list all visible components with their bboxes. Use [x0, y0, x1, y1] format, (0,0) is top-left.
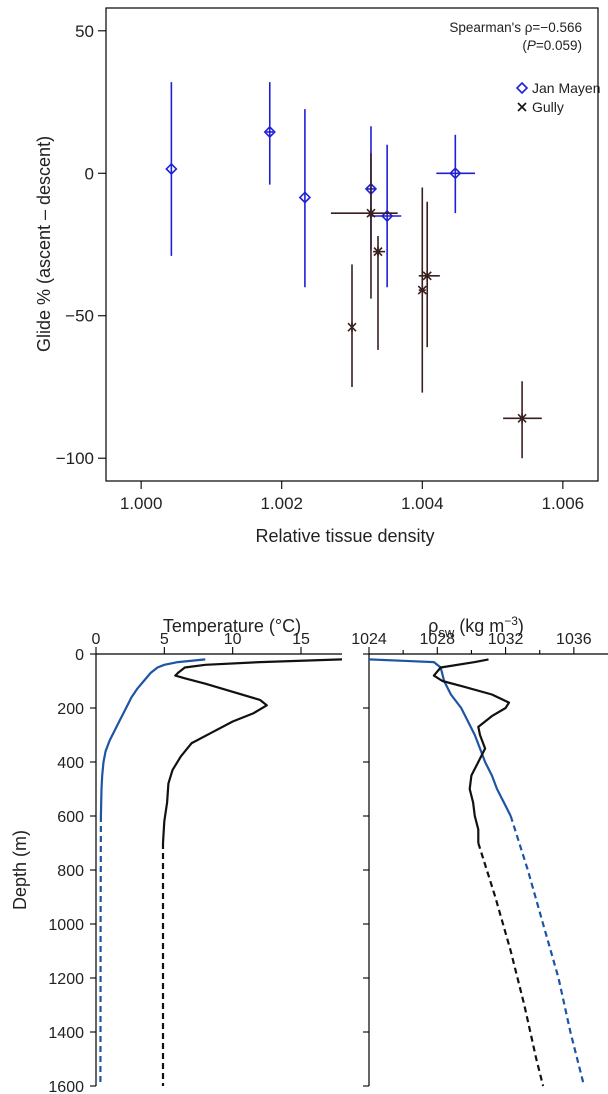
depth-ticks: 0 200 400 600 800 1000 1200 1400 1600	[48, 647, 84, 1094]
density-profiles	[368, 658, 586, 1087]
x-tick-label: 1.004	[401, 494, 444, 513]
density-units: (kg m	[454, 616, 504, 636]
gully-point	[347, 322, 357, 333]
spearman-annotation: Spearman's ρ=−0.566	[449, 20, 582, 35]
y-tick-label: 0	[85, 164, 94, 183]
density-profile-blue-solid	[368, 658, 512, 817]
x-tick-label: 1.002	[260, 494, 303, 513]
gully-point	[517, 413, 527, 424]
x-tick-label: 1.006	[542, 494, 585, 513]
temperature-axes: 0 5 10 15	[90, 631, 342, 1087]
density-axis-title: ρsw (kg m−3)	[428, 614, 524, 640]
scatter-y-ticks: 50 0 −50 −100	[56, 22, 106, 468]
temperature-x-tick-label: 10	[224, 631, 242, 648]
density-profile-blue-dashed	[509, 815, 586, 1087]
gully-point	[422, 270, 432, 281]
density-profile-black-dashed	[477, 842, 545, 1087]
p-value-open: (	[522, 38, 527, 53]
y-tick-label: 50	[75, 22, 94, 41]
temperature-x-tick-label: 5	[160, 631, 169, 648]
depth-tick-label: 1600	[48, 1079, 84, 1094]
jan-mayen-point	[381, 209, 394, 223]
depth-tick-label: 1400	[48, 1025, 84, 1042]
legend-diamond-marker	[515, 81, 529, 95]
jan-mayen-point	[263, 125, 276, 139]
temperature-profiles	[99, 658, 343, 1087]
density-subscript: sw	[438, 625, 455, 640]
p-value-italic: P	[527, 38, 536, 53]
density-profile-black-solid	[432, 658, 511, 843]
density-axes: 1024 1028 1032 1036	[351, 631, 608, 1087]
density-rho: ρ	[428, 616, 438, 636]
legend-label-gully: Gully	[532, 99, 564, 115]
scatter-x-ticks: 1.000 1.002 1.004 1.006	[120, 481, 584, 513]
scatter-plot-frame	[105, 7, 599, 482]
temperature-profile-blue-solid	[99, 658, 206, 817]
scatter-x-axis-label: Relative tissue density	[255, 526, 434, 546]
depth-tick-label: 200	[57, 701, 84, 718]
depth-tick-label: 1000	[48, 917, 84, 934]
temperature-x-tick-label: 15	[292, 631, 310, 648]
legend-x-marker	[517, 102, 527, 112]
scatter-panel: 50 0 −50 −100 1.000 1.002 1.004 1.006 Glide % …	[34, 7, 600, 546]
jan-mayen-point	[298, 191, 312, 204]
temperature-profile-black-solid	[161, 658, 343, 844]
depth-tick-label: 400	[57, 755, 84, 772]
depth-tick-label: 600	[57, 809, 84, 826]
density-x-tick-label: 1032	[488, 631, 524, 648]
density-x-tick-label: 1036	[556, 631, 592, 648]
gully-point	[373, 246, 383, 257]
density-units-close: )	[518, 616, 524, 636]
jan-mayen-point	[449, 167, 462, 180]
gully-point	[417, 285, 427, 296]
y-tick-label: −100	[56, 449, 94, 468]
temperature-profile-blue-dashed	[99, 815, 102, 1087]
depth-tick-label: 800	[57, 863, 84, 880]
y-tick-label: −50	[65, 307, 94, 326]
legend: Jan Mayen Gully	[515, 80, 600, 115]
temperature-x-tick-label: 0	[92, 631, 101, 648]
temperature-axis-title: Temperature (°C)	[163, 616, 301, 636]
profile-panels: Temperature (°C) ρsw (kg m−3) Depth (m) …	[10, 614, 608, 1094]
jan-mayen-point	[165, 162, 178, 176]
p-value-value: =0.059)	[536, 38, 582, 53]
depth-tick-label: 0	[75, 647, 84, 664]
legend-label-jan-mayen: Jan Mayen	[532, 80, 600, 96]
depth-tick-label: 1200	[48, 971, 84, 988]
p-value-annotation: (P=0.059)	[522, 38, 582, 53]
density-x-tick-label: 1028	[419, 631, 455, 648]
scatter-y-axis-label: Glide % (ascent – descent)	[34, 136, 54, 352]
density-superscript: −3	[504, 614, 518, 628]
scatter-points	[165, 82, 542, 459]
x-tick-label: 1.000	[120, 494, 163, 513]
gully-point	[366, 208, 376, 219]
density-x-tick-label: 1024	[351, 631, 387, 648]
depth-axis-label: Depth (m)	[10, 830, 30, 910]
